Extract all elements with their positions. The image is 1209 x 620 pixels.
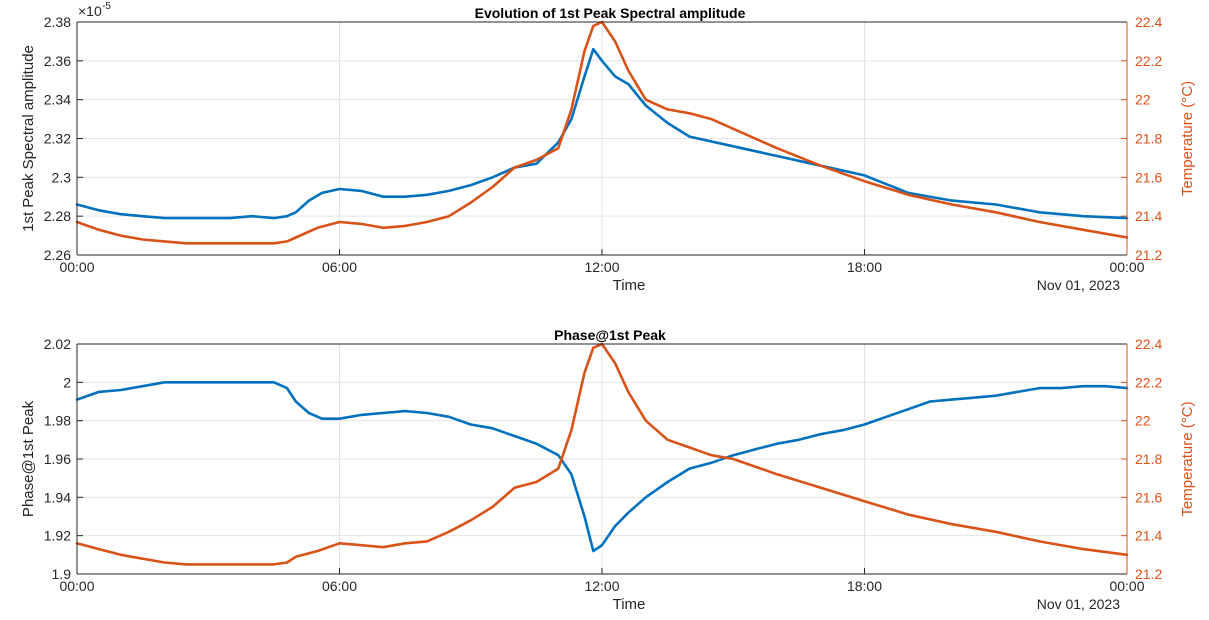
- y-right-tick-label: 22.4: [1135, 14, 1162, 30]
- x-tick-label: 00:00: [1109, 578, 1144, 594]
- series-line-temperature: [75, 342, 1129, 566]
- y-left-tick-label: 2.28: [44, 208, 71, 224]
- chart-title: Phase@1st Peak: [554, 327, 666, 343]
- y-left-tick-label: 2.26: [44, 247, 71, 263]
- series-line-left: [75, 380, 1129, 553]
- y-left-tick-label: 2.32: [44, 131, 71, 147]
- x-tick-label: 12:00: [584, 578, 619, 594]
- y-left-tick-label: 1.92: [44, 528, 71, 544]
- y-left-tick-label: 1.98: [44, 413, 71, 429]
- x-axis-label: Time: [613, 277, 646, 294]
- y-left-tick-label: 2: [63, 374, 71, 390]
- y-right-tick-label: 22.2: [1135, 374, 1162, 390]
- x-tick-label: 06:00: [322, 578, 357, 594]
- y-left-tick-label: 1.94: [44, 489, 71, 505]
- y-left-tick-label: 2.36: [44, 53, 71, 69]
- y-left-tick-label: 2.34: [44, 92, 71, 108]
- x-tick-label: 18:00: [847, 578, 882, 594]
- x-tick-label: 00:00: [59, 578, 94, 594]
- y-left-tick-label: 2.02: [44, 336, 71, 352]
- y-right-tick-label: 21.6: [1135, 169, 1162, 185]
- x-tick-label: 18:00: [847, 259, 882, 275]
- x-axis-label: Time: [613, 596, 646, 613]
- x-tick-label: 00:00: [1109, 259, 1144, 275]
- y-exponent-base: ×10: [78, 3, 102, 19]
- y-right-tick-label: 22.4: [1135, 336, 1162, 352]
- y-right-tick-label: 21.8: [1135, 131, 1162, 147]
- y-right-tick-label: 21.4: [1135, 528, 1162, 544]
- date-label: Nov 01, 2023: [1037, 277, 1120, 293]
- y-right-tick-label: 21.6: [1135, 489, 1162, 505]
- x-tick-label: 00:00: [59, 259, 94, 275]
- y-left-axis-label: 1st Peak Spectral amplitude: [20, 45, 37, 232]
- y-right-tick-label: 21.4: [1135, 208, 1162, 224]
- x-tick-label: 12:00: [584, 259, 619, 275]
- y-left-axis-label: Phase@1st Peak: [20, 400, 37, 517]
- y-right-tick-label: 22: [1135, 92, 1151, 108]
- chart-title: Evolution of 1st Peak Spectral amplitude: [475, 5, 746, 21]
- chart-panel-1: 00:00 06:00 12:00 18:00 00:002.262.282.32.32…: [20, 1, 1196, 294]
- y-exponent-power: -5: [102, 1, 111, 12]
- chart-panel-2: 00:00 06:00 12:00 18:00 00:001.91.921.941.96…: [20, 327, 1196, 613]
- series-line-temperature: [75, 20, 1129, 245]
- y-right-tick-label: 21.8: [1135, 451, 1162, 467]
- y-left-tick-label: 2.3: [52, 169, 72, 185]
- x-tick-label: 06:00: [322, 259, 357, 275]
- y-left-tick-label: 2.38: [44, 14, 71, 30]
- date-label: Nov 01, 2023: [1037, 596, 1120, 612]
- y-right-tick-label: 21.2: [1135, 247, 1162, 263]
- y-right-tick-label: 21.2: [1135, 566, 1162, 582]
- y-right-axis-label: Temperature (°C): [1179, 81, 1196, 196]
- y-right-tick-label: 22: [1135, 413, 1151, 429]
- y-right-tick-label: 22.2: [1135, 53, 1162, 69]
- y-right-axis-label: Temperature (°C): [1179, 401, 1196, 516]
- y-left-tick-label: 1.96: [44, 451, 71, 467]
- y-left-tick-label: 1.9: [52, 566, 72, 582]
